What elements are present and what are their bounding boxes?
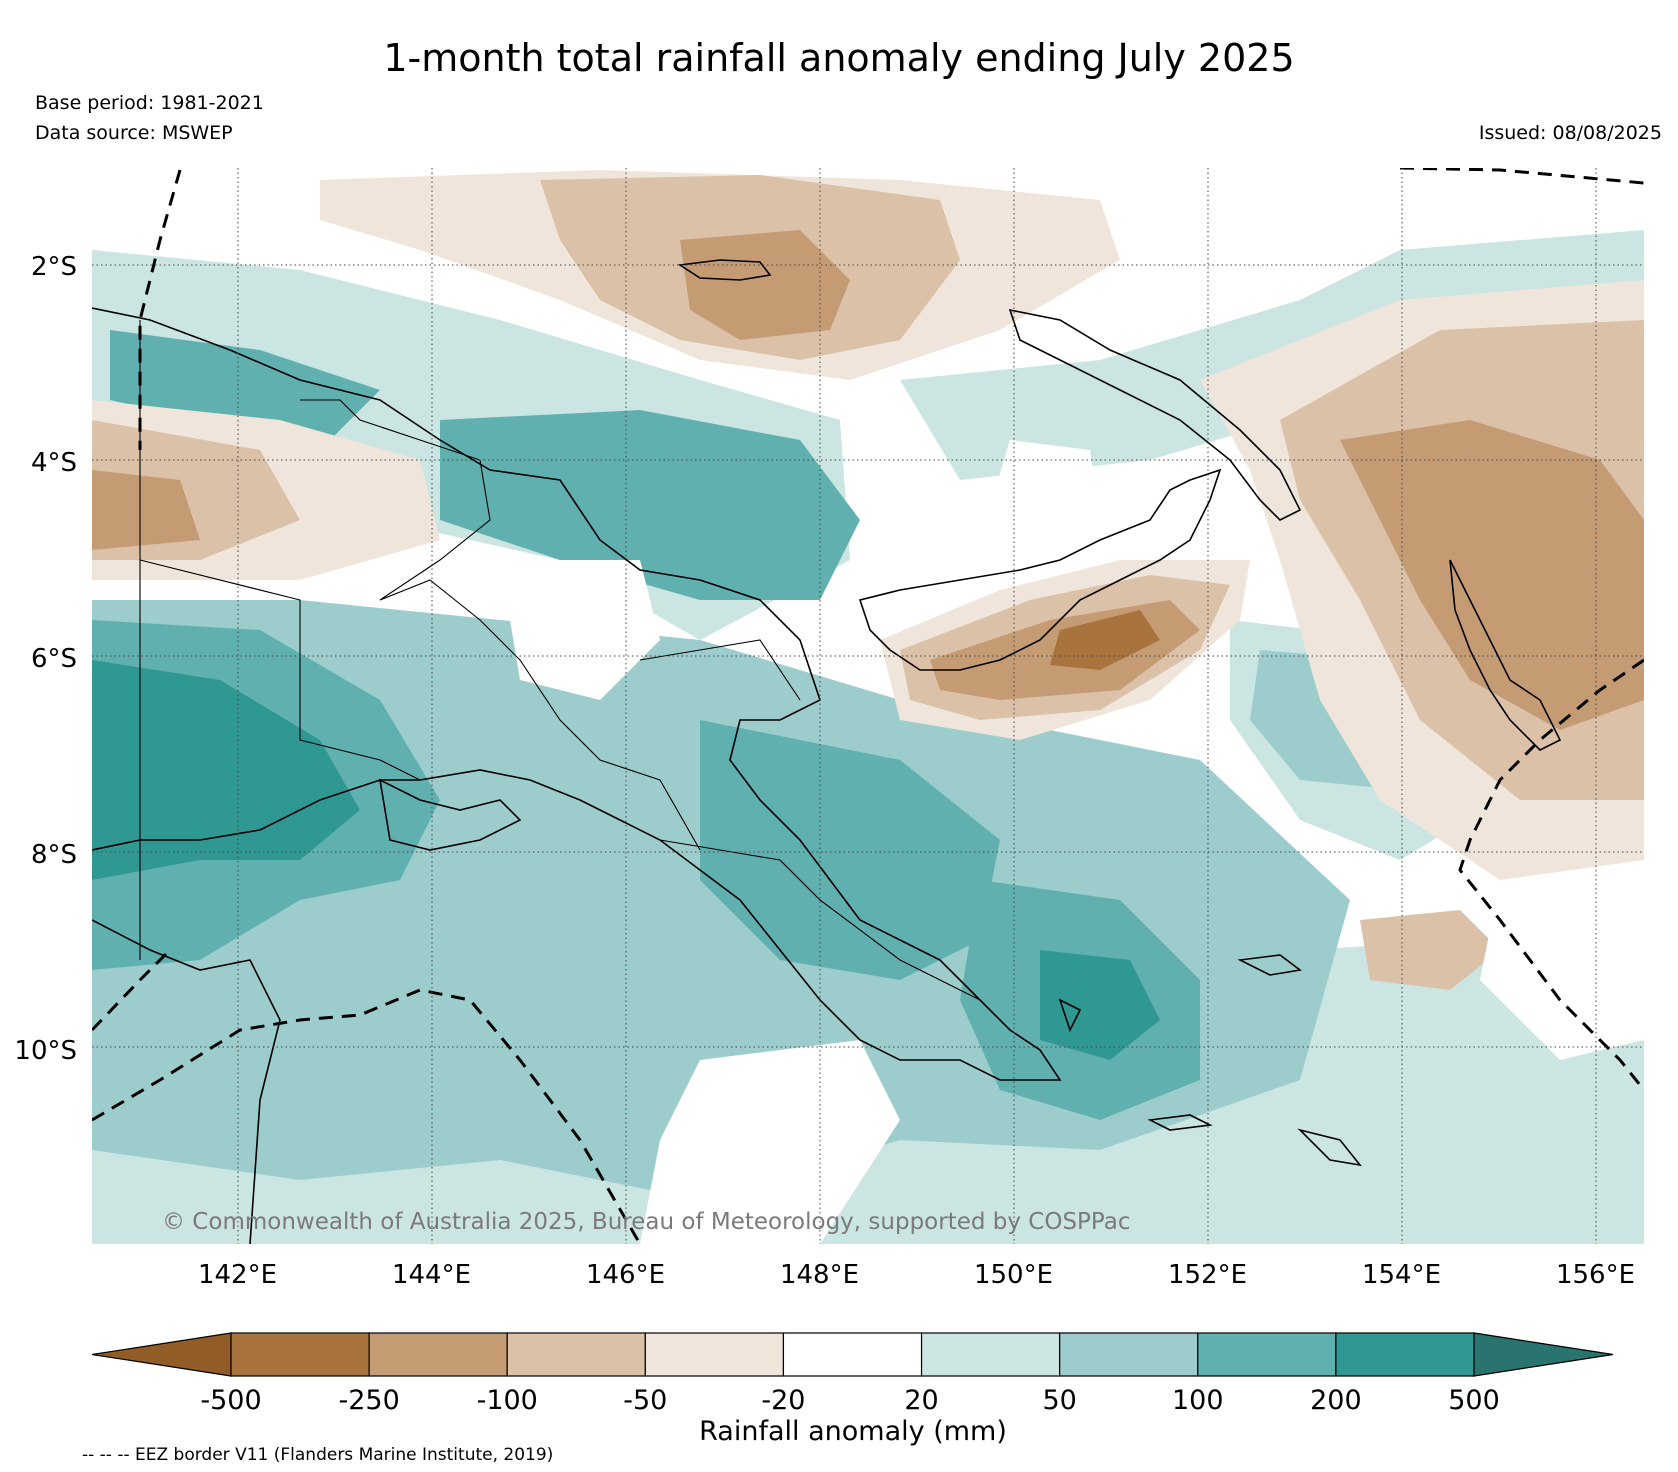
longitude-label: 148°E	[780, 1260, 859, 1290]
colorbar-tick-label: -50	[623, 1385, 667, 1416]
colorbar-tick-labels: -500 -250 -100 -50 -20 20 50 100 200 500	[200, 1385, 1499, 1416]
coastline-fly-delta	[378, 778, 522, 851]
eez-border-note: -- -- -- EEZ border V11 (Flanders Marine…	[82, 1445, 553, 1465]
longitude-label: 150°E	[974, 1260, 1053, 1290]
latitude-label: 2°S	[31, 252, 77, 282]
latitude-label: 10°S	[14, 1036, 77, 1066]
colorbar-tick-label: -20	[761, 1385, 805, 1416]
eez-border-southwest-2	[92, 948, 172, 1032]
border-highlands	[379, 579, 701, 851]
coastline-new-ireland	[1008, 308, 1302, 521]
eez-border-northeast	[1399, 168, 1644, 185]
colorbar-tick-label: -250	[338, 1385, 399, 1416]
longitude-label: 154°E	[1362, 1260, 1441, 1290]
colorbar-extend-high	[1473, 1332, 1614, 1377]
colorbar-label: Rainfall anomaly (mm)	[699, 1416, 1007, 1447]
eez-borders	[92, 168, 1644, 1244]
longitude-label: 146°E	[586, 1260, 665, 1290]
map-panel: © Commonwealth of Australia 2025, Bureau…	[92, 168, 1644, 1244]
longitude-label: 142°E	[198, 1260, 277, 1290]
colorbar-tick-label: -100	[477, 1385, 538, 1416]
anomaly-area-gulf-strong	[700, 720, 1000, 980]
base-period-label: Base period: 1981-2021	[35, 92, 264, 114]
anomaly-area-highlands-strong	[440, 410, 860, 600]
longitude-labels: 142°E 144°E 146°E 148°E 150°E 152°E 154°E 156°E	[198, 1260, 1635, 1290]
anomaly-area-neutral-2	[500, 560, 660, 700]
data-source-label: Data source: MSWEP	[35, 122, 233, 144]
anomaly-area-newbritain-dry-max	[1050, 610, 1160, 670]
latitude-label: 8°S	[31, 840, 77, 870]
map-title: 1-month total rainfall anomaly ending Ju…	[383, 36, 1295, 80]
colorbar-tick-label: 50	[1042, 1385, 1076, 1416]
anomaly-area-neutral-3	[1480, 860, 1644, 1060]
anomaly-area-southeast-dry	[1360, 910, 1500, 990]
copyright-credit: © Commonwealth of Australia 2025, Bureau…	[162, 1209, 1131, 1235]
colorbar-segment	[920, 1332, 1061, 1377]
coastline-new-britain	[858, 468, 1222, 671]
issued-date-label: Issued: 08/08/2025	[1478, 122, 1662, 144]
eez-border-east	[1458, 658, 1644, 1091]
colorbar-segment	[782, 1332, 923, 1377]
longitude-label: 144°E	[392, 1260, 471, 1290]
colorbar	[91, 1332, 1614, 1377]
coastline-australia-cape-york	[92, 919, 281, 1244]
colorbar-segment	[1059, 1332, 1199, 1377]
colorbar-tick-label: 100	[1172, 1385, 1224, 1416]
anomaly-area-solomons-dry-core	[1340, 420, 1644, 730]
anomaly-area-west-dry-core	[92, 470, 200, 550]
latitude-label: 6°S	[31, 644, 77, 674]
coastline-milne-islands	[1058, 954, 1362, 1167]
latitude-label: 4°S	[31, 448, 77, 478]
eez-border-west	[138, 169, 182, 450]
coastline-bougainville	[1449, 559, 1562, 751]
colorbar-tick-label: -500	[200, 1385, 261, 1416]
eez-border-southwest	[92, 988, 642, 1244]
longitude-label: 156°E	[1556, 1260, 1635, 1290]
colorbar-tick-label: 20	[904, 1385, 938, 1416]
colorbar-segment	[368, 1332, 508, 1377]
anomaly-area-neutral-1	[980, 440, 1100, 580]
anomaly-area-southwest-max	[92, 660, 360, 880]
colorbar-segment	[1197, 1332, 1337, 1377]
colorbar-segment	[1335, 1332, 1475, 1377]
border-western-province	[139, 559, 421, 781]
anomaly-area-milne-max	[1040, 950, 1160, 1060]
anomaly-fields	[92, 170, 1644, 1244]
colorbar-segment	[230, 1332, 370, 1377]
border-morobe	[639, 639, 801, 701]
colorbar-segment	[644, 1332, 785, 1377]
latitude-labels: 2°S 4°S 6°S 8°S 10°S	[14, 252, 77, 1066]
colorbar-segment	[506, 1332, 646, 1377]
anomaly-area-neutral-4	[640, 1040, 900, 1244]
colorbar-extend-low	[91, 1332, 232, 1377]
border-west-sepik	[300, 399, 491, 601]
graticule	[92, 168, 1644, 1244]
border-gulf-central	[659, 839, 981, 1001]
longitude-label: 152°E	[1168, 1260, 1247, 1290]
anomaly-area-north-dry-core	[680, 230, 850, 340]
coastline-manus	[677, 259, 772, 281]
colorbar-tick-label: 200	[1310, 1385, 1362, 1416]
colorbar-tick-label: 500	[1448, 1385, 1500, 1416]
province-borders	[139, 320, 981, 1001]
